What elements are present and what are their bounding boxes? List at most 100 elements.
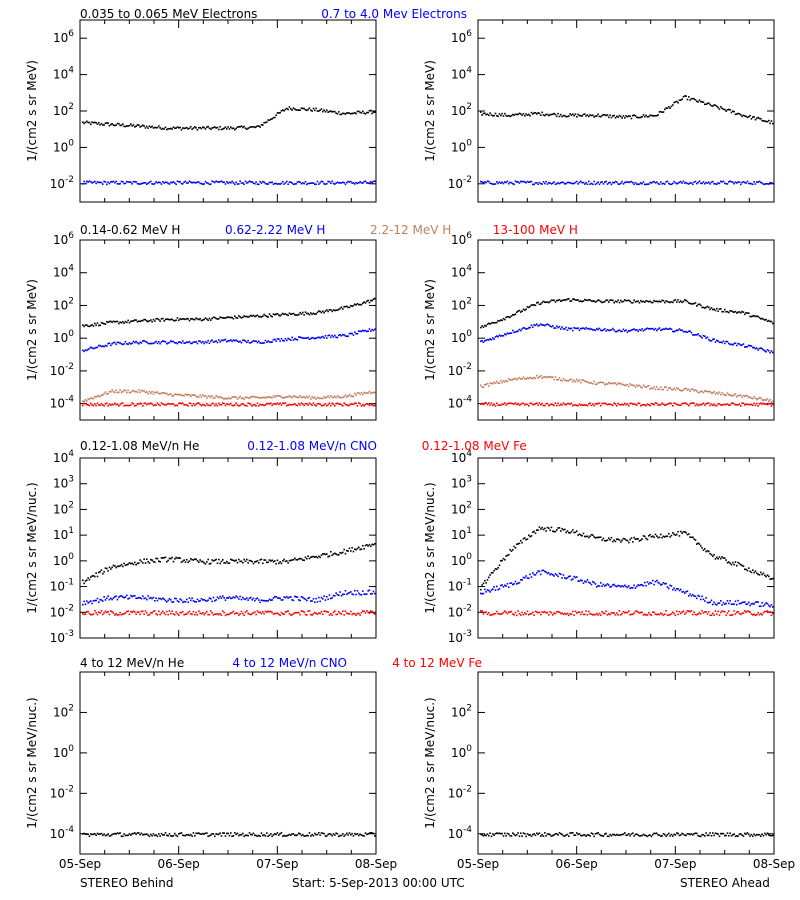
data-point bbox=[130, 834, 132, 836]
data-point bbox=[722, 340, 725, 342]
data-point bbox=[151, 559, 153, 561]
data-point bbox=[223, 832, 225, 834]
data-point bbox=[709, 182, 711, 185]
data-point bbox=[536, 182, 538, 184]
data-point bbox=[505, 611, 507, 614]
data-point bbox=[340, 552, 343, 554]
data-point bbox=[247, 396, 249, 399]
data-point bbox=[359, 614, 361, 616]
data-point bbox=[202, 340, 204, 343]
data-point bbox=[606, 403, 609, 406]
data-point bbox=[251, 833, 253, 836]
data-point bbox=[160, 341, 163, 343]
data-point bbox=[179, 598, 181, 600]
data-point bbox=[494, 612, 497, 615]
data-point bbox=[242, 596, 244, 599]
data-point bbox=[561, 326, 563, 328]
data-point bbox=[697, 834, 699, 837]
data-point bbox=[132, 124, 135, 126]
data-point bbox=[641, 386, 643, 389]
data-point bbox=[144, 181, 147, 184]
data-point bbox=[560, 300, 562, 303]
data-point bbox=[726, 310, 729, 313]
data-point bbox=[278, 395, 280, 397]
data-point bbox=[721, 832, 723, 835]
data-point bbox=[713, 390, 715, 393]
data-point bbox=[266, 183, 268, 185]
data-point bbox=[738, 612, 741, 615]
data-point bbox=[594, 329, 597, 332]
data-point bbox=[344, 335, 347, 337]
data-point bbox=[203, 395, 205, 398]
data-point bbox=[614, 614, 617, 616]
data-point bbox=[355, 614, 357, 617]
data-point bbox=[290, 614, 292, 616]
data-point bbox=[86, 600, 88, 602]
data-point bbox=[171, 128, 173, 130]
data-point bbox=[584, 404, 586, 406]
data-point bbox=[494, 382, 497, 385]
data-point bbox=[159, 613, 161, 616]
data-point bbox=[626, 299, 629, 302]
data-point bbox=[218, 339, 220, 341]
data-point bbox=[151, 597, 153, 600]
data-point bbox=[528, 613, 530, 616]
data-point bbox=[753, 181, 755, 183]
data-point bbox=[134, 390, 136, 393]
data-point bbox=[550, 183, 553, 185]
data-point bbox=[720, 832, 722, 835]
data-point bbox=[254, 126, 256, 129]
data-point bbox=[728, 342, 730, 345]
data-point bbox=[316, 403, 319, 405]
data-point bbox=[256, 402, 259, 405]
data-point bbox=[740, 602, 742, 605]
data-point bbox=[686, 300, 689, 303]
data-point bbox=[637, 402, 639, 405]
data-point bbox=[348, 832, 351, 834]
data-point bbox=[722, 393, 725, 396]
data-point bbox=[552, 376, 554, 379]
data-point bbox=[235, 316, 237, 319]
data-point bbox=[175, 183, 177, 186]
series-1 bbox=[82, 589, 376, 606]
data-point bbox=[689, 99, 691, 101]
data-point bbox=[708, 102, 710, 104]
data-point bbox=[199, 126, 201, 129]
data-point bbox=[260, 599, 263, 601]
data-point bbox=[342, 181, 344, 184]
data-point bbox=[678, 834, 681, 837]
data-point bbox=[598, 327, 601, 330]
data-point bbox=[600, 300, 602, 303]
data-point bbox=[540, 182, 542, 185]
data-point bbox=[308, 338, 311, 340]
data-point bbox=[119, 403, 121, 406]
data-point bbox=[362, 182, 364, 184]
data-point bbox=[222, 128, 224, 130]
data-point bbox=[126, 594, 128, 597]
data-point bbox=[114, 832, 116, 835]
data-point bbox=[582, 532, 585, 535]
data-point bbox=[529, 833, 531, 836]
data-point bbox=[481, 325, 483, 327]
data-point bbox=[212, 316, 215, 319]
data-point bbox=[190, 613, 192, 615]
data-point bbox=[146, 403, 148, 406]
data-point bbox=[621, 383, 623, 386]
data-point bbox=[634, 538, 637, 540]
data-point bbox=[194, 835, 196, 837]
data-point bbox=[534, 112, 537, 114]
data-point bbox=[202, 599, 204, 601]
data-point bbox=[366, 833, 368, 836]
data-point bbox=[160, 402, 163, 404]
data-point bbox=[733, 403, 735, 405]
data-point bbox=[211, 180, 213, 183]
data-point bbox=[283, 834, 285, 837]
data-point bbox=[252, 182, 255, 184]
data-point bbox=[232, 834, 235, 837]
data-point bbox=[280, 831, 283, 834]
data-point bbox=[568, 614, 570, 617]
data-point bbox=[127, 389, 129, 392]
data-point bbox=[180, 599, 183, 601]
data-point bbox=[506, 380, 509, 383]
data-point bbox=[708, 390, 710, 393]
